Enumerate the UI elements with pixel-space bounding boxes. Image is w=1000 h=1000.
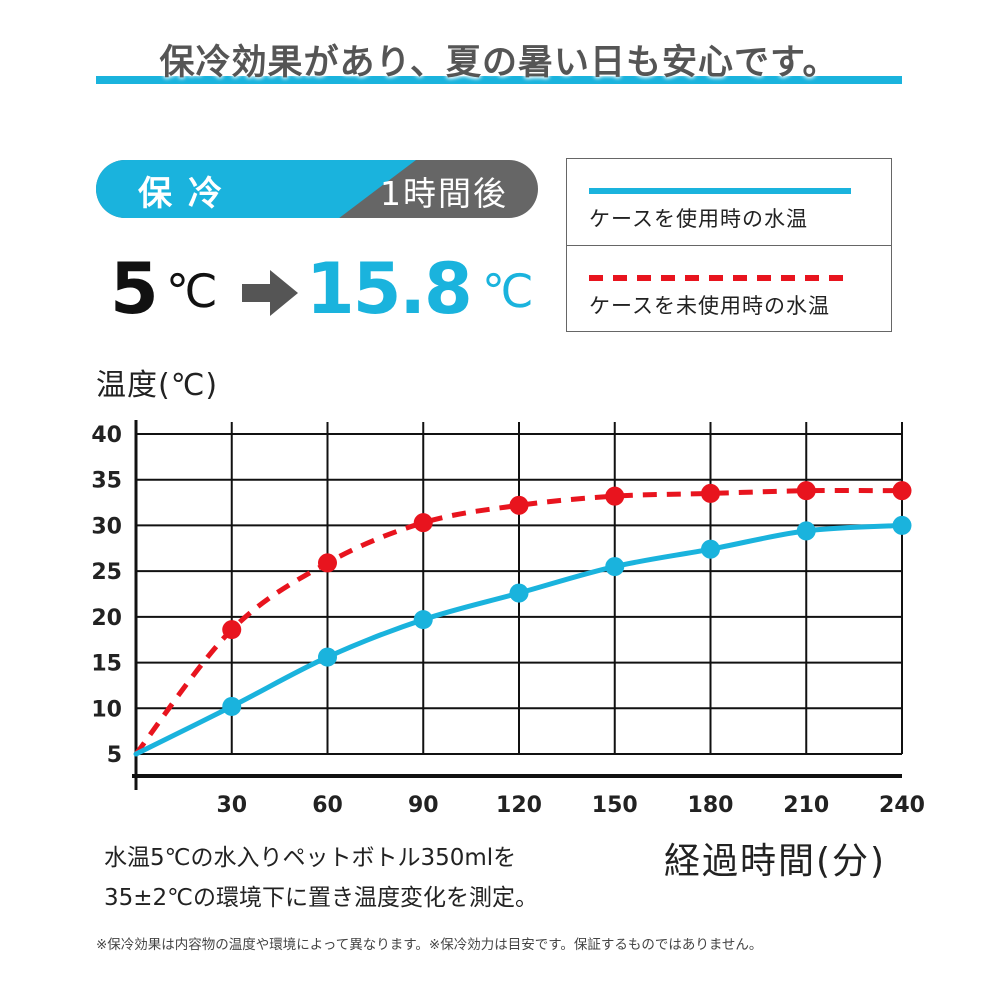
start-temperature-unit: ℃ [166,264,218,318]
point-without-case-150 [605,486,625,506]
point-without-case-210 [796,481,816,501]
y-axis-title: 温度(℃) [96,368,219,403]
legend-label-without-case: ケースを未使用時の水温 [589,294,830,318]
test-conditions: 水温5℃の水入りペットボトル350mlを 35±2℃の環境下に置き温度変化を測定… [104,838,538,918]
point-with-case-90 [413,610,433,630]
x-tick-label-210: 210 [783,793,829,818]
badge-label-time: 1時間後 [380,174,508,213]
point-with-case-120 [509,583,529,603]
point-with-case-150 [605,557,625,577]
y-tick-label-5: 5 [107,743,122,768]
x-tick-label-30: 30 [216,793,247,818]
cooling-badge: 保冷 1時間後 [96,160,538,218]
headline: 保冷効果があり、夏の暑い日も安心です。 [159,43,839,83]
x-tick-label-150: 150 [592,793,638,818]
x-axis-title: 経過時間(分) [664,841,887,882]
y-tick-label-15: 15 [91,652,122,677]
point-without-case-90 [413,513,433,533]
badge-label-cooling: 保冷 [138,174,238,214]
right-arrow-icon [242,270,298,316]
x-tick-label-90: 90 [408,793,439,818]
point-without-case-30 [222,620,242,640]
x-tick-label-120: 120 [496,793,542,818]
y-tick-label-35: 35 [91,469,122,494]
legend-item-without-case: ケースを未使用時の水温 [567,246,891,332]
chart-legend: ケースを使用時の水温 ケースを未使用時の水温 [566,158,892,332]
point-without-case-180 [701,483,720,503]
legend-solid-line [589,188,851,194]
y-tick-label-40: 40 [91,423,122,448]
legend-label-with-case: ケースを使用時の水温 [589,207,808,231]
y-tick-label-20: 20 [91,606,122,631]
headline-block: 保冷効果があり、夏の暑い日も安心です。 [96,34,902,86]
point-with-case-210 [796,521,816,541]
y-tick-label-25: 25 [91,560,122,585]
test-conditions-line-2: 35±2℃の環境下に置き温度変化を測定。 [104,885,539,911]
y-tick-label-10: 10 [91,697,122,722]
x-tick-label-180: 180 [688,793,734,818]
disclaimer-footnote: ※保冷効果は内容物の温度や環境によって異なります。※保冷効力は目安です。保証する… [96,937,763,953]
x-tick-label-240: 240 [879,793,925,818]
point-with-case-240 [892,515,912,535]
series-line-without-case [134,487,903,756]
start-temperature: 5 [110,248,159,330]
point-with-case-30 [222,696,242,716]
point-with-case-60 [318,647,337,667]
point-with-case-180 [701,539,720,559]
headline-underline [96,76,902,84]
temperature-change: 5 ℃ 15.8 ℃ [110,248,550,338]
x-tick-label-60: 60 [312,793,343,818]
legend-dashed-line [589,275,851,281]
end-temperature: 15.8 [306,248,473,330]
test-conditions-line-1: 水温5℃の水入りペットボトル350mlを [104,845,517,871]
point-without-case-60 [318,553,337,573]
end-temperature-unit: ℃ [482,264,534,318]
y-tick-label-30: 30 [91,514,122,539]
point-without-case-240 [892,481,912,501]
legend-item-with-case: ケースを使用時の水温 [567,159,891,246]
point-without-case-120 [509,495,529,515]
